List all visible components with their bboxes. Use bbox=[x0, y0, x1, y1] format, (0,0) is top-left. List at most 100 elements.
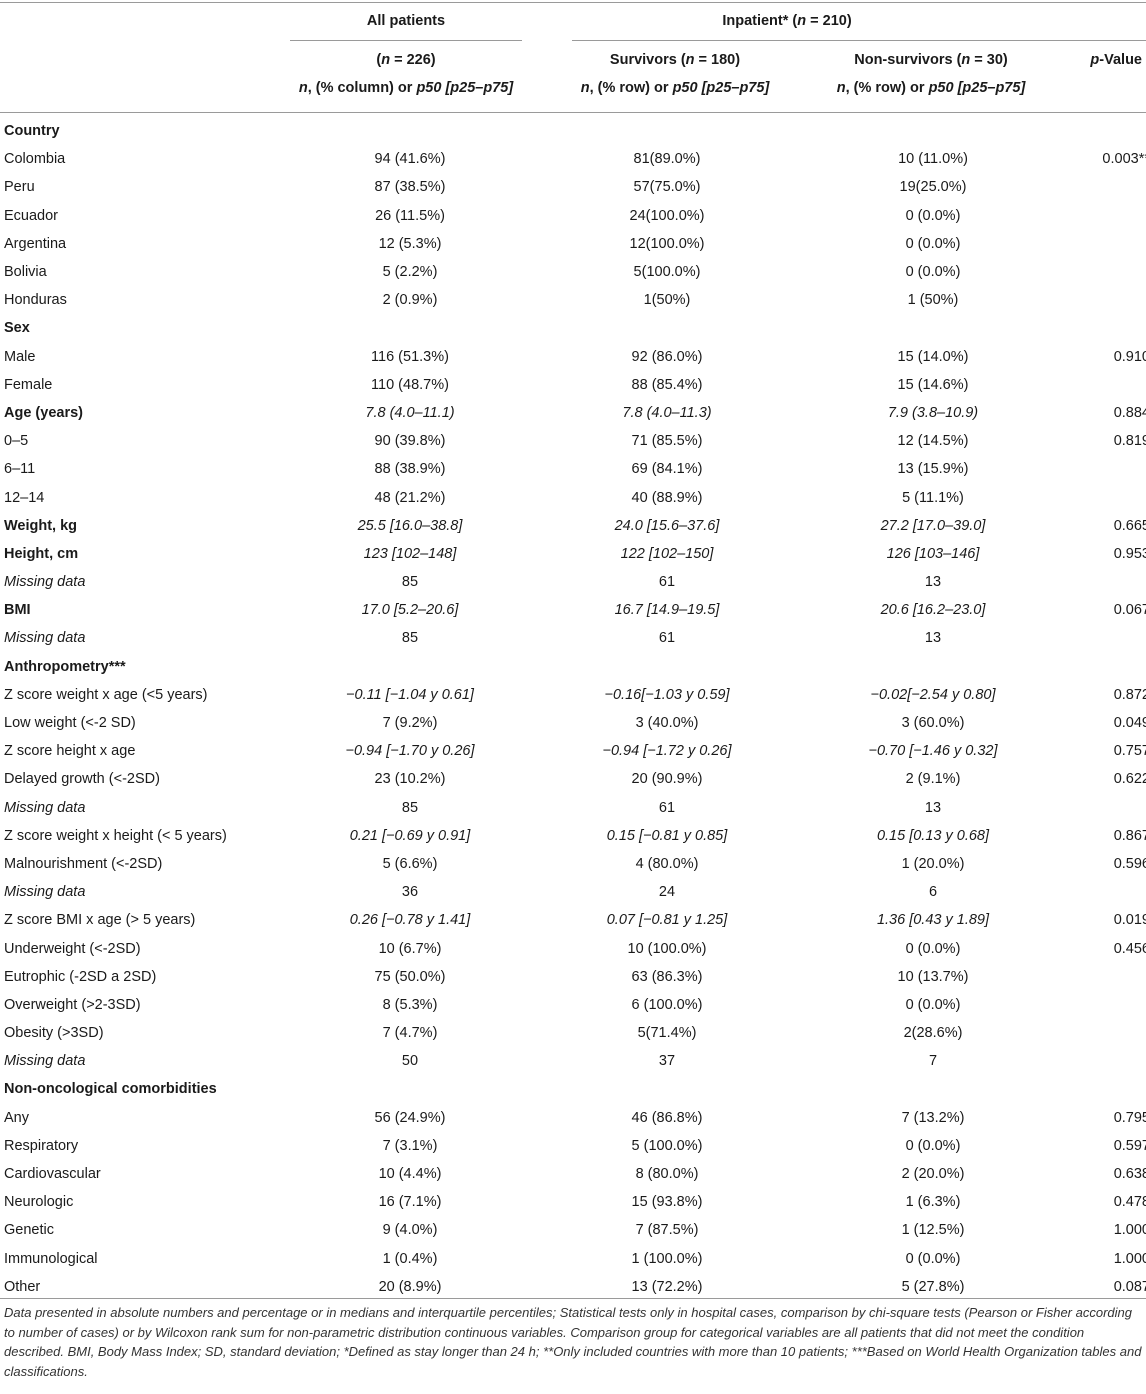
p-value-cell bbox=[1058, 230, 1146, 258]
p-value-cell bbox=[1058, 568, 1146, 596]
all-patients-cell bbox=[294, 117, 526, 145]
section-header-row: Non-oncological comorbidities bbox=[0, 1075, 1146, 1103]
non-survivors-cell: 10 (11.0%) bbox=[898, 151, 968, 168]
all-patients-cell: 48 (21.2%) bbox=[374, 489, 446, 506]
p-value-cell: 0.622 bbox=[1113, 771, 1146, 788]
non-survivors-cell: 13 (15.9%) bbox=[897, 461, 969, 478]
non-survivors-cell: 0 (0.0%) bbox=[905, 996, 961, 1013]
all-patients-cell: 2 (0.9%) bbox=[382, 292, 438, 309]
p-value-cell: 0.884 bbox=[1113, 404, 1146, 421]
row-label: Anthropometry*** bbox=[4, 658, 126, 675]
all-patients-cell: 5 (2.2%) bbox=[382, 264, 438, 281]
section-header-row: Anthropometry*** bbox=[0, 653, 1146, 681]
all-patients-cell: 88 (38.9%) bbox=[374, 461, 446, 478]
survivors-cell: 37 bbox=[658, 1053, 676, 1070]
row-label: Ecuador bbox=[4, 207, 59, 224]
survivors-cell: 0.15 [−0.81 y 0.85] bbox=[606, 827, 728, 844]
survivors-cell: 15 (93.8%) bbox=[631, 1194, 703, 1211]
all-patients-cell: 87 (38.5%) bbox=[374, 179, 446, 196]
table-row: Malnourishment (<-2SD) 5 (6.6%) 4 (80.0%) 1… bbox=[0, 850, 1146, 878]
non-survivors-cell: 7.9 (3.8–10.9) bbox=[887, 404, 979, 421]
section-header-row: Country bbox=[0, 117, 1146, 145]
table-row: 12–14 48 (21.2%) 40 (88.9%) 5 (11.1%) bbox=[0, 483, 1146, 511]
bottom-rule bbox=[0, 1298, 1146, 1299]
table-row: Z score height x age −0.94 [−1.70 y 0.26]… bbox=[0, 737, 1146, 765]
table-row: Low weight (<-2 SD) 7 (9.2%) 3 (40.0%) 3 (6… bbox=[0, 709, 1146, 737]
all-patients-cell: 7.8 (4.0–11.1) bbox=[365, 404, 455, 421]
all-patients-cell: 85 bbox=[401, 574, 419, 591]
row-label: Neurologic bbox=[4, 1194, 74, 1211]
all-patients-cell: 85 bbox=[401, 799, 419, 816]
non-survivors-cell: 126 [103–146] bbox=[886, 545, 980, 562]
non-survivors-cell: 13 bbox=[924, 799, 942, 816]
p-value-cell: 0.019 bbox=[1113, 912, 1146, 929]
header-p-value: p-Value bbox=[1090, 52, 1142, 68]
row-label: Missing data bbox=[4, 884, 86, 901]
non-survivors-cell bbox=[808, 653, 1058, 681]
p-value-cell bbox=[1058, 878, 1146, 906]
row-label: Peru bbox=[4, 179, 35, 196]
table-row: Height, cm 123 [102–148] 122 [102–150] 126 … bbox=[0, 540, 1146, 568]
table-row: Immunological 1 (0.4%) 1 (100.0%) 0 (0.0%) 1… bbox=[0, 1245, 1146, 1273]
all-patients-spanner-rule bbox=[290, 40, 522, 41]
all-patients-cell bbox=[294, 1075, 526, 1103]
row-label: 0–5 bbox=[4, 433, 29, 450]
p-value-cell: 0.872 bbox=[1113, 686, 1146, 703]
survivors-cell: 5(100.0%) bbox=[633, 264, 701, 281]
survivors-cell: 57(75.0%) bbox=[633, 179, 701, 196]
survivors-cell: 46 (86.8%) bbox=[631, 1109, 703, 1126]
non-survivors-cell: 3 (60.0%) bbox=[901, 715, 965, 732]
all-patients-cell: −0.94 [−1.70 y 0.26] bbox=[345, 743, 475, 760]
non-survivors-cell: 27.2 [17.0–39.0] bbox=[880, 517, 986, 534]
p-value-cell bbox=[1058, 173, 1146, 201]
survivors-cell: 69 (84.1%) bbox=[631, 461, 703, 478]
p-value-cell: 0.638 bbox=[1113, 1166, 1146, 1183]
non-survivors-cell: 1 (50%) bbox=[907, 292, 959, 309]
table-row: Bolivia 5 (2.2%) 5(100.0%) 0 (0.0%) bbox=[0, 258, 1146, 286]
table-row: Honduras 2 (0.9%) 1(50%) 1 (50%) bbox=[0, 286, 1146, 314]
non-survivors-cell: −0.02[−2.54 y 0.80] bbox=[870, 686, 996, 703]
non-survivors-cell: 7 (13.2%) bbox=[901, 1109, 965, 1126]
p-value-cell bbox=[1058, 371, 1146, 399]
non-survivors-cell: 12 (14.5%) bbox=[897, 433, 969, 450]
row-label: Respiratory bbox=[4, 1137, 79, 1154]
survivors-cell: 13 (72.2%) bbox=[631, 1278, 703, 1295]
non-survivors-cell: 0 (0.0%) bbox=[905, 264, 961, 281]
row-label: Underweight (<-2SD) bbox=[4, 940, 141, 957]
row-label: Cardiovascular bbox=[4, 1166, 101, 1183]
all-patients-cell: 20 (8.9%) bbox=[378, 1278, 442, 1295]
p-value-cell: 0.795 bbox=[1113, 1109, 1146, 1126]
row-label: Immunological bbox=[4, 1250, 98, 1267]
all-patients-cell: 10 (4.4%) bbox=[378, 1166, 442, 1183]
survivors-cell: 24 bbox=[658, 884, 676, 901]
table-row: Underweight (<-2SD) 10 (6.7%) 10 (100.0%) 0… bbox=[0, 934, 1146, 962]
non-survivors-cell: 0 (0.0%) bbox=[905, 940, 961, 957]
all-patients-cell: 1 (0.4%) bbox=[382, 1250, 438, 1267]
survivors-cell: 88 (85.4%) bbox=[631, 376, 703, 393]
table-row: 0–5 90 (39.8%) 71 (85.5%) 12 (14.5%) 0.819 bbox=[0, 427, 1146, 455]
row-label: Male bbox=[4, 348, 36, 365]
all-patients-cell: 50 bbox=[401, 1053, 419, 1070]
non-survivors-cell: 20.6 [16.2–23.0] bbox=[880, 602, 986, 619]
p-value-cell bbox=[1058, 1047, 1146, 1075]
row-label: Genetic bbox=[4, 1222, 54, 1239]
non-survivors-cell: 1 (20.0%) bbox=[901, 855, 965, 872]
row-label: Missing data bbox=[4, 799, 86, 816]
non-survivors-cell: 2(28.6%) bbox=[903, 1025, 963, 1042]
header-inpatient: Inpatient* (n = 210) bbox=[722, 13, 852, 29]
p-value-cell: 0.087 bbox=[1113, 1278, 1146, 1295]
survivors-cell: 7.8 (4.0–11.3) bbox=[622, 404, 712, 421]
table-row: Z score weight x age (<5 years) −0.11 [−1… bbox=[0, 681, 1146, 709]
all-patients-cell: 85 bbox=[401, 630, 419, 647]
non-survivors-cell: 10 (13.7%) bbox=[897, 968, 969, 985]
all-patients-cell: −0.11 [−1.04 y 0.61] bbox=[346, 686, 474, 703]
survivors-cell: 61 bbox=[658, 799, 676, 816]
header-all-n: (n = 226) bbox=[376, 52, 436, 68]
row-label: Missing data bbox=[4, 574, 86, 591]
row-label: Obesity (>3SD) bbox=[4, 1025, 104, 1042]
all-patients-cell: 12 (5.3%) bbox=[378, 235, 442, 252]
row-label: Weight, kg bbox=[4, 517, 78, 534]
header-survivors: Survivors (n = 180) bbox=[609, 52, 741, 68]
non-survivors-cell bbox=[808, 117, 1058, 145]
all-patients-cell: 7 (9.2%) bbox=[382, 715, 438, 732]
